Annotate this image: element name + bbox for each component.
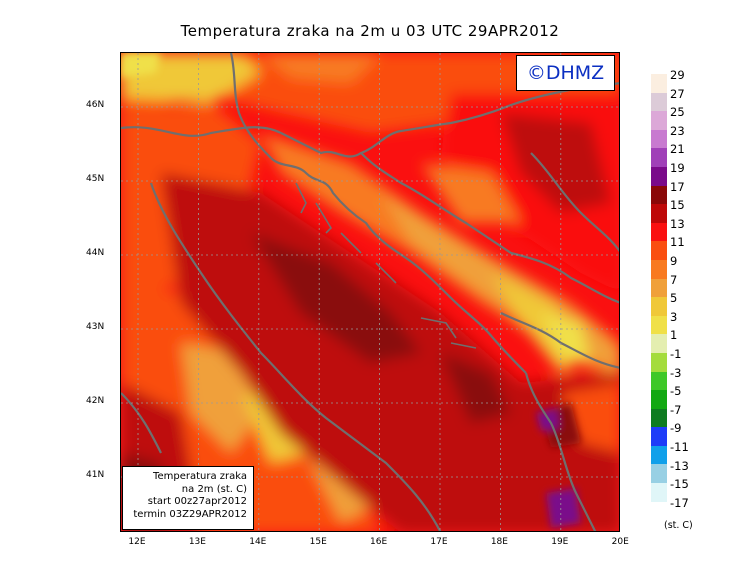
lon-tick-17e: 17E: [430, 537, 448, 547]
legend-label: 29: [670, 68, 685, 82]
legend-label: 13: [670, 216, 685, 231]
lon-tick-13e: 13E: [188, 537, 206, 547]
legend-label: -3: [670, 365, 682, 380]
legend-swatch: [651, 445, 667, 465]
lat-tick-42n: 42N: [86, 396, 105, 406]
legend-swatch: [651, 278, 667, 298]
lon-tick-15e: 15E: [309, 537, 327, 547]
legend-swatch: [651, 204, 667, 223]
lat-tick-44n: 44N: [86, 248, 105, 258]
legend-swatch: [651, 92, 667, 112]
temperature-field: [121, 53, 619, 531]
info-line-unit: na 2m (st. C): [181, 483, 247, 495]
legend-swatch: [651, 483, 667, 502]
legend-label: 3: [670, 309, 678, 324]
legend-label: -11: [670, 440, 689, 454]
lon-tick-18e: 18E: [490, 537, 508, 547]
legend-label: -1: [670, 347, 682, 361]
legend-label: -9: [670, 421, 682, 436]
lon-tick-19e: 19E: [551, 537, 569, 547]
legend-label: -17: [670, 495, 689, 510]
legend-swatch: [651, 148, 667, 167]
legend-swatch: [651, 371, 667, 391]
info-line-termin: termin 03Z29APR2012: [133, 508, 247, 520]
info-line-variable: Temperatura zraka: [153, 471, 247, 482]
legend-label: -5: [670, 384, 682, 399]
legend-swatch: [651, 334, 667, 353]
legend-swatch: [651, 185, 667, 205]
legend-label: 19: [670, 161, 685, 175]
legend-swatch: [651, 315, 667, 335]
legend-swatch: [651, 352, 667, 372]
legend-swatch: [651, 464, 667, 484]
legend-swatch: [651, 74, 667, 93]
legend-label: 23: [670, 123, 685, 138]
legend-label: 7: [670, 272, 678, 287]
lon-tick-14e: 14E: [249, 537, 267, 547]
info-line-start: start 00z27apr2012: [147, 496, 247, 507]
legend-label: -7: [670, 402, 682, 417]
legend-swatch: [651, 129, 667, 149]
legend-unit: (st. C): [664, 520, 693, 531]
legend-swatch: [651, 166, 667, 186]
lat-tick-43n: 43N: [86, 322, 105, 332]
legend-swatch: [651, 222, 667, 242]
legend-label: 1: [670, 328, 678, 343]
temperature-map: [120, 52, 620, 532]
dhmz-logo: ©DHMZ: [516, 55, 615, 91]
color-legend: [651, 74, 667, 521]
legend-label: -13: [670, 458, 689, 473]
legend-swatch: [651, 297, 667, 316]
legend-swatch: [651, 111, 667, 130]
lat-tick-46n: 46N: [86, 100, 105, 110]
legend-label: 17: [670, 179, 685, 194]
legend-label: 11: [670, 235, 685, 250]
legend-label: 21: [670, 142, 685, 157]
lat-tick-45n: 45N: [86, 174, 105, 184]
legend-swatch: [651, 241, 667, 260]
lon-tick-16e: 16E: [370, 537, 388, 547]
legend-label: 5: [670, 291, 678, 306]
legend-label: 25: [670, 105, 685, 120]
lon-tick-12e: 12E: [128, 537, 146, 547]
info-box: Temperatura zraka na 2m (st. C) start 00…: [122, 466, 254, 530]
legend-label: -15: [670, 477, 689, 492]
legend-swatch: [651, 501, 667, 521]
lat-tick-41n: 41N: [86, 470, 105, 480]
map-title: Temperatura zraka na 2m u 03 UTC 29APR20…: [180, 22, 560, 40]
lon-tick-20e: 20E: [611, 537, 629, 547]
legend-label: 15: [670, 198, 685, 213]
legend-swatch: [651, 427, 667, 446]
legend-swatch: [651, 390, 667, 409]
legend-swatch: [651, 259, 667, 279]
legend-label: 27: [670, 86, 685, 101]
legend-label: 9: [670, 254, 678, 268]
legend-swatch: [651, 408, 667, 428]
